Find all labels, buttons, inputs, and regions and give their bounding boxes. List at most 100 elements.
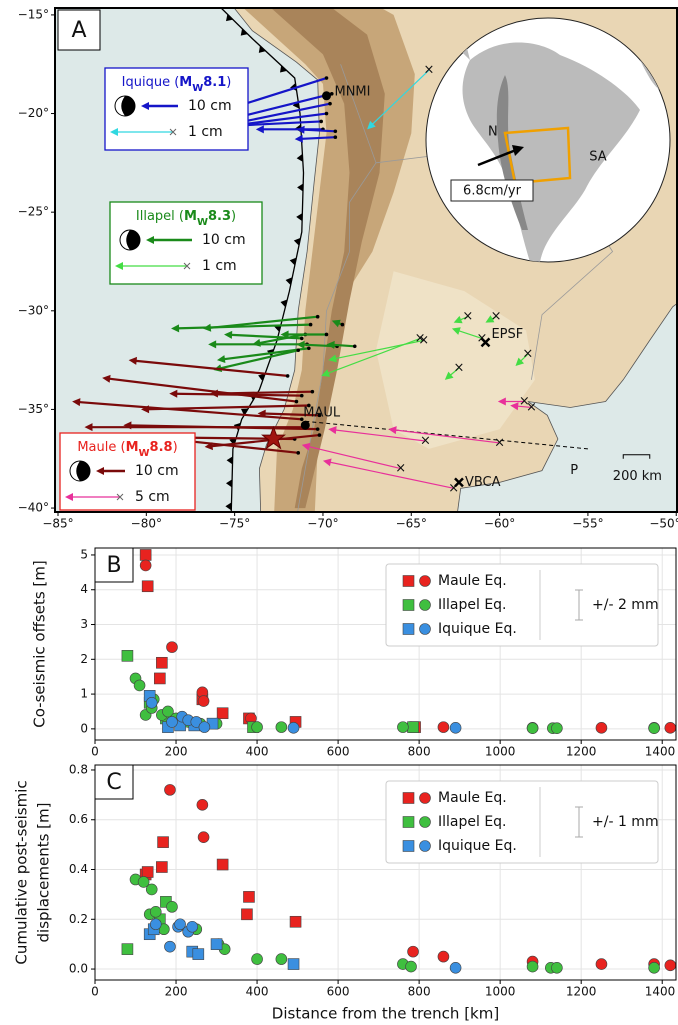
station: [341, 323, 345, 327]
legend-label: 10 cm: [202, 232, 246, 248]
station-cross: ×: [395, 461, 406, 476]
x-tick-label: 1200: [566, 745, 597, 759]
station: [309, 323, 313, 327]
legend-square: [403, 576, 414, 587]
station-cross: ×: [522, 347, 533, 362]
y-tick-label: 0.8: [69, 762, 88, 776]
x-tick-label: 1400: [645, 985, 676, 999]
y-tick-label: 4: [80, 582, 88, 596]
square-point: [142, 867, 153, 878]
legend-title-part: Illapel (: [136, 209, 184, 224]
legend-label: Iquique Eq.: [438, 621, 517, 637]
circle-point: [197, 799, 208, 810]
station-label: VBCA: [465, 475, 501, 490]
legend-title-part: Maule (: [77, 440, 125, 455]
station: [311, 390, 315, 394]
north-label: N: [488, 125, 498, 140]
station-cross: ×: [423, 63, 434, 78]
station-cross: ×: [494, 435, 505, 450]
trench-tooth: [211, 0, 218, 7]
station: [334, 129, 338, 133]
station: [307, 346, 311, 350]
station-marker: [322, 91, 331, 100]
legend-circle: [420, 576, 431, 587]
legend-label: Illapel Eq.: [438, 597, 507, 613]
circle-point: [649, 723, 660, 734]
rate-label: 6.8cm/yr: [463, 184, 522, 199]
circle-point: [146, 697, 157, 708]
station: [300, 337, 304, 341]
circle-point: [596, 959, 607, 970]
legend-error-label: +/- 1 mm: [592, 814, 659, 830]
legend-title-part: ): [173, 440, 178, 455]
circle-point: [450, 722, 461, 733]
square-point: [408, 722, 419, 733]
station-cross: ×: [462, 309, 473, 324]
circle-point: [199, 722, 210, 733]
x-tick-label: 0: [91, 985, 99, 999]
page: {"map": { "panel": "A", "xticks": [{"val…: [0, 0, 678, 1025]
legend-title-part: ): [226, 75, 231, 90]
circle-point: [166, 642, 177, 653]
x-tick-label: 600: [327, 745, 350, 759]
circle-point: [252, 722, 263, 733]
legend-circle: [420, 793, 431, 804]
y-tick-label: 0.4: [69, 862, 88, 876]
y-tick-label: 0.6: [69, 812, 88, 826]
y-tick-label: 5: [80, 547, 88, 561]
circle-point: [252, 954, 263, 965]
legend-title-part: W: [197, 217, 208, 228]
legend-square: [403, 841, 414, 852]
circle-point: [596, 722, 607, 733]
square-point: [122, 944, 133, 955]
x-tick-label: 1000: [485, 745, 516, 759]
circle-point: [166, 901, 177, 912]
figure: ××××××××××××××MNMIEPSFMAULVBCAP200 kmNSA…: [0, 0, 678, 1025]
legend-label: Maule Eq.: [438, 573, 507, 589]
x-tick-label: 1400: [645, 745, 676, 759]
circle-point: [198, 832, 209, 843]
y-tick-label: 1: [80, 687, 88, 701]
circle-point: [164, 941, 175, 952]
station-marker: [301, 421, 310, 430]
square-point: [290, 916, 301, 927]
legend-label: Illapel Eq.: [438, 814, 507, 830]
legend-title-part: Iquique (: [122, 75, 180, 90]
circle-point: [187, 921, 198, 932]
legend-label: 5 cm: [135, 489, 170, 505]
map-x-tick-label: −70°: [307, 517, 338, 531]
legend-title-part: W: [139, 448, 150, 459]
panel-label: B: [106, 553, 121, 578]
legend-square: [403, 793, 414, 804]
circle-point: [134, 680, 145, 691]
y-tick-label: 0.2: [69, 912, 88, 926]
map-x-tick-label: −80°: [131, 517, 162, 531]
square-point: [211, 939, 222, 950]
x-tick-label: 800: [408, 985, 431, 999]
map-y-tick-label: −30°: [18, 303, 49, 317]
map-x-tick-label: −50°: [649, 517, 678, 531]
x-tick-label: 1200: [566, 985, 597, 999]
legend-title-part: M: [184, 209, 197, 224]
square-point: [217, 859, 228, 870]
circle-point: [527, 723, 538, 734]
circle-point: [288, 722, 299, 733]
plate-label: SA: [589, 150, 606, 165]
square-point: [142, 581, 153, 592]
station-cross: ×: [415, 331, 426, 346]
map-y-tick-label: −25°: [18, 205, 49, 219]
station-label: EPSF: [491, 327, 523, 342]
map-y-tick-label: −35°: [18, 402, 49, 416]
station: [328, 102, 332, 106]
circle-point: [551, 962, 562, 973]
legend-title-part: 8.8: [150, 440, 173, 455]
map-x-tick-label: −60°: [484, 517, 515, 531]
station-label: MNMI: [334, 84, 370, 99]
legend-title-part: 8.3: [208, 209, 231, 224]
circle-point: [665, 722, 676, 733]
circle-point: [649, 962, 660, 973]
x-tick-label: 200: [165, 985, 188, 999]
station-cross: ×: [491, 309, 502, 324]
circle-point: [438, 951, 449, 962]
legend-title-part: 8.1: [203, 75, 226, 90]
